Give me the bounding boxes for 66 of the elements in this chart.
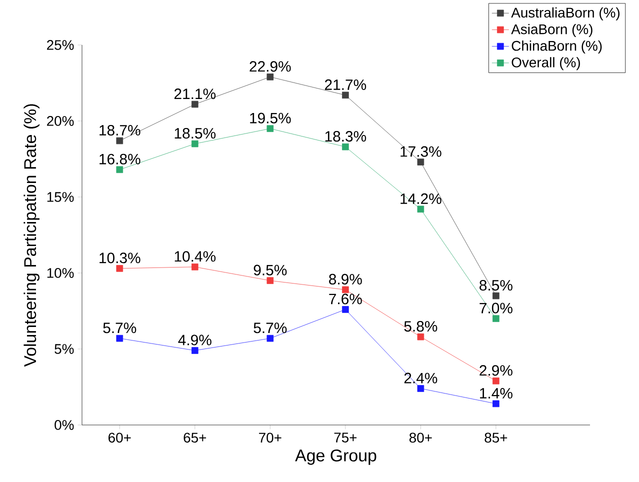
point bbox=[342, 92, 349, 99]
point bbox=[266, 74, 274, 80]
data-label: 16.8% bbox=[100, 154, 140, 164]
point bbox=[116, 334, 124, 342]
data-label: 9.5% bbox=[254, 264, 287, 276]
point bbox=[417, 206, 424, 213]
y-tick-label: 10% bbox=[47, 268, 74, 278]
point bbox=[492, 315, 500, 322]
legend-label: AustraliaBorn (%) bbox=[511, 7, 620, 20]
data-label: 21.1% bbox=[174, 88, 216, 100]
point bbox=[116, 137, 124, 144]
x-tick-label: 70+ bbox=[259, 432, 282, 443]
data-label: 7.0% bbox=[480, 302, 512, 314]
data-label: 5.8% bbox=[404, 321, 438, 332]
point bbox=[417, 158, 424, 166]
y-tick-label: 15% bbox=[47, 192, 74, 202]
data-label: 19.5% bbox=[250, 112, 291, 124]
point bbox=[417, 333, 424, 340]
data-label: 2.9% bbox=[480, 365, 512, 376]
point bbox=[192, 347, 198, 354]
point bbox=[342, 306, 349, 313]
data-label: 17.3% bbox=[400, 146, 442, 157]
y-tick-label: 0% bbox=[54, 420, 74, 430]
data-label: 8.9% bbox=[329, 274, 362, 284]
point bbox=[417, 385, 424, 392]
point bbox=[116, 166, 124, 174]
y-tick-label: 5% bbox=[54, 344, 74, 354]
data-label: 8.5% bbox=[480, 280, 512, 291]
x-axis-title: Age Group bbox=[295, 449, 376, 465]
data-label: 10.4% bbox=[174, 251, 216, 262]
x-tick-label: 60+ bbox=[108, 432, 131, 443]
x-tick-label: 85+ bbox=[484, 432, 508, 443]
point bbox=[492, 400, 500, 408]
data-label: 4.9% bbox=[178, 334, 212, 346]
x-tick-label: 80+ bbox=[409, 432, 432, 443]
data-label: 2.4% bbox=[404, 372, 438, 384]
point bbox=[492, 378, 500, 384]
data-label: 21.7% bbox=[324, 79, 366, 90]
data-label: 5.7% bbox=[103, 322, 136, 334]
x-tick-label: 75+ bbox=[334, 432, 357, 442]
data-label: 5.7% bbox=[254, 322, 287, 334]
point bbox=[116, 265, 124, 272]
legend-label: ChinaBorn (%) bbox=[512, 40, 602, 54]
data-label: 18.7% bbox=[100, 124, 140, 136]
y-tick-label: 25% bbox=[47, 40, 74, 50]
data-label: 18.5% bbox=[174, 128, 216, 139]
point bbox=[266, 125, 274, 132]
data-label: 1.4% bbox=[480, 388, 512, 399]
point bbox=[492, 292, 500, 300]
x-tick-label: 65+ bbox=[184, 432, 206, 443]
point bbox=[192, 140, 198, 148]
data-label: 7.6% bbox=[329, 294, 362, 304]
data-label: 14.2% bbox=[400, 193, 442, 204]
point bbox=[342, 286, 349, 294]
point bbox=[266, 277, 274, 284]
point bbox=[192, 100, 198, 108]
data-label: 18.3% bbox=[325, 131, 366, 142]
y-axis-title: Volunteering Participation Rate (%) bbox=[24, 104, 40, 367]
legend-label: AsiaBorn (%) bbox=[511, 24, 592, 37]
point bbox=[192, 264, 198, 270]
data-label: 10.3% bbox=[100, 252, 140, 264]
y-tick-label: 20% bbox=[47, 116, 74, 126]
point bbox=[342, 143, 349, 150]
data-label: 22.9% bbox=[250, 61, 291, 72]
point bbox=[266, 334, 274, 342]
legend-label: Overall (%) bbox=[512, 57, 580, 70]
